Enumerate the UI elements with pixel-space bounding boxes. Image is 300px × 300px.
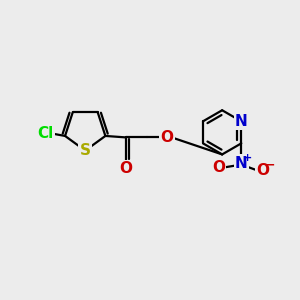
Text: Cl: Cl [37, 126, 53, 141]
Text: +: + [243, 153, 252, 163]
Text: O: O [119, 161, 133, 176]
Text: −: − [265, 159, 275, 172]
Text: O: O [256, 163, 269, 178]
Text: O: O [212, 160, 225, 175]
Text: N: N [235, 114, 247, 129]
Text: S: S [80, 143, 91, 158]
Text: O: O [161, 130, 174, 145]
Text: N: N [235, 156, 247, 171]
